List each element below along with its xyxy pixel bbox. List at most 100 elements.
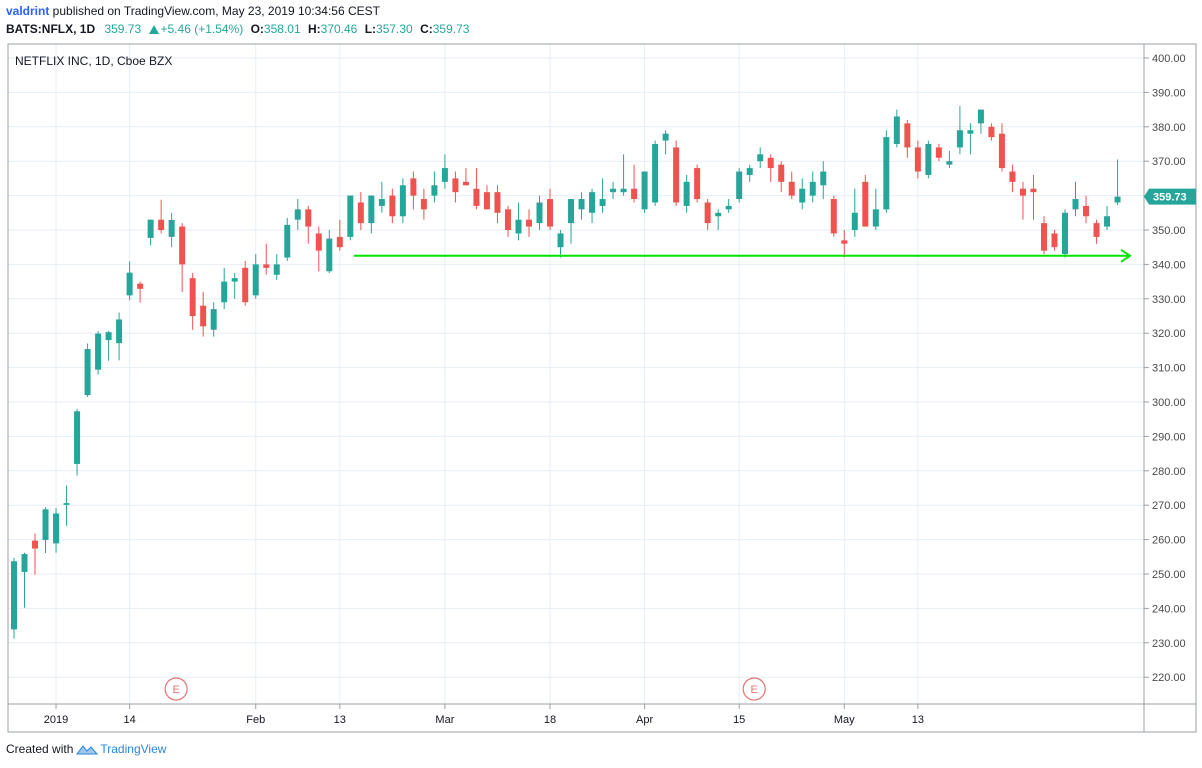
open-value: 358.01 xyxy=(263,22,301,36)
y-tick-label: 370.00 xyxy=(1152,156,1186,168)
candle-body xyxy=(126,272,133,296)
candle-body xyxy=(736,171,743,200)
y-tick-label: 380.00 xyxy=(1152,122,1186,134)
candle xyxy=(820,161,827,200)
earnings-circle xyxy=(742,677,766,701)
footer: Created with TradingView xyxy=(6,742,166,756)
time-axis: 2019 14 Feb 13 Mar 18 Apr 15 May 13 xyxy=(44,704,924,726)
candle-body xyxy=(21,554,28,572)
y-tick-label: 260.00 xyxy=(1152,535,1186,547)
candle-body xyxy=(231,278,238,282)
y-tick-label: 340.00 xyxy=(1152,259,1186,271)
candle xyxy=(904,119,911,158)
x-tick-label: Apr xyxy=(636,714,653,726)
candle xyxy=(557,230,564,258)
candle-body xyxy=(441,168,448,182)
candle-body xyxy=(820,171,827,186)
tradingview-link[interactable]: TradingView xyxy=(100,742,167,756)
tradingview-logo-icon xyxy=(76,745,99,755)
y-tick-label: 310.00 xyxy=(1152,363,1186,375)
candle-body xyxy=(95,333,102,370)
x-tick-label: 13 xyxy=(334,714,346,726)
candle xyxy=(988,123,995,141)
symbol-label: BATS:NFLX, 1D xyxy=(6,22,96,36)
candle xyxy=(1040,216,1047,255)
y-tick-label: 270.00 xyxy=(1152,500,1186,512)
y-tick-label: 320.00 xyxy=(1152,328,1186,340)
candle xyxy=(53,507,60,553)
candle-body xyxy=(84,349,91,396)
candle-body xyxy=(452,178,459,193)
y-tick-label: 290.00 xyxy=(1152,431,1186,443)
candle-body xyxy=(525,219,532,227)
x-tick-label: Feb xyxy=(246,714,265,726)
candle-body xyxy=(389,195,396,217)
candle xyxy=(1051,230,1058,251)
candle xyxy=(1072,181,1079,217)
candle xyxy=(589,188,596,224)
candle xyxy=(84,343,91,397)
candle-body xyxy=(242,267,249,303)
candle-body xyxy=(32,540,39,549)
candle-body xyxy=(74,411,81,464)
candle-body xyxy=(210,309,217,330)
y-tick-label: 400.00 xyxy=(1152,53,1186,65)
candle xyxy=(746,164,753,182)
candle-body xyxy=(673,147,680,203)
candle-body xyxy=(336,236,343,248)
x-tick-label: 13 xyxy=(912,714,924,726)
candle xyxy=(1019,181,1026,220)
high-label: H: xyxy=(307,22,321,36)
author-link[interactable]: valdrint xyxy=(6,4,50,18)
candle xyxy=(956,106,963,155)
candle-body xyxy=(589,192,596,213)
candle xyxy=(652,140,659,206)
candle xyxy=(95,331,102,375)
x-tick-label: 14 xyxy=(123,714,135,726)
created-with-text: Created with xyxy=(6,742,74,756)
candle-body xyxy=(851,212,858,230)
candle xyxy=(799,178,806,210)
candle-body xyxy=(1083,205,1090,217)
candle-body xyxy=(1051,233,1058,248)
earnings-circle xyxy=(164,677,188,701)
candle xyxy=(536,195,543,230)
candle xyxy=(851,188,858,237)
last-price-tag xyxy=(1144,188,1196,205)
candle-body xyxy=(662,133,669,141)
candle xyxy=(641,171,648,213)
candle-body xyxy=(53,513,60,544)
candle xyxy=(189,273,196,330)
close-label: C: xyxy=(420,22,433,36)
candle xyxy=(610,181,617,200)
candle xyxy=(946,150,953,169)
candle-body xyxy=(11,561,17,630)
candle xyxy=(925,140,932,179)
candle-body xyxy=(610,188,617,193)
candle xyxy=(420,188,427,220)
candle xyxy=(1104,205,1111,230)
y-tick-label: 280.00 xyxy=(1152,466,1186,478)
earnings-marker: E xyxy=(164,677,188,701)
candle xyxy=(778,161,785,193)
candle-body xyxy=(420,199,427,210)
candle-body xyxy=(704,202,711,224)
candle-body xyxy=(252,264,259,296)
candle xyxy=(1030,174,1037,220)
candle xyxy=(525,209,532,237)
candle xyxy=(788,171,795,200)
candle xyxy=(736,168,743,203)
y-tick-label: 350.00 xyxy=(1152,225,1186,237)
candle xyxy=(462,168,469,186)
candle xyxy=(1093,219,1100,244)
open-label: O: xyxy=(250,22,264,36)
candle-body xyxy=(147,219,154,238)
candle-body xyxy=(767,157,774,169)
candle-body xyxy=(725,205,732,210)
candle-body xyxy=(788,181,795,196)
candle xyxy=(389,188,396,224)
x-tick-label: Mar xyxy=(435,714,454,726)
candle xyxy=(105,330,112,361)
x-tick-label: 15 xyxy=(733,714,745,726)
